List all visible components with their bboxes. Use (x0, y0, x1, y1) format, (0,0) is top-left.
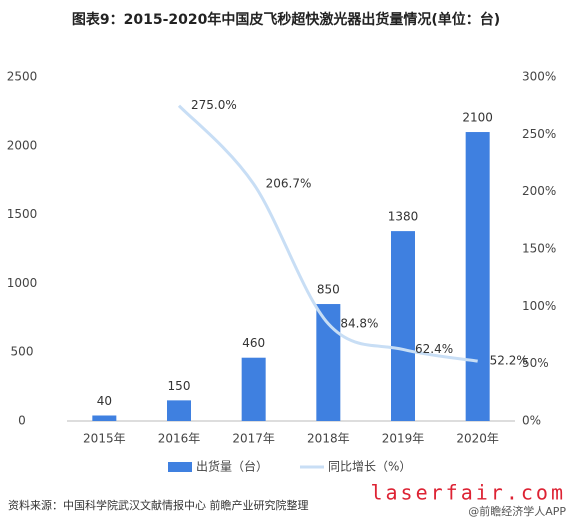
y2-tick-label: 50% (522, 356, 549, 370)
line-label: 52.2% (490, 354, 528, 368)
x-tick-label: 2017年 (232, 432, 275, 446)
growth-line (177, 104, 478, 363)
line-label: 275.0% (191, 98, 237, 112)
bar-label: 40 (97, 394, 112, 408)
y2-tick-label: 200% (522, 184, 556, 198)
x-tick-label: 2015年 (83, 432, 126, 446)
x-tick-label: 2018年 (307, 432, 350, 446)
bar (391, 231, 415, 421)
bar (92, 415, 117, 421)
y-tick-label: 0 (18, 414, 26, 428)
site-mark: laserfair.com (370, 481, 566, 505)
y2-tick-label: 150% (522, 242, 556, 256)
line-label: 62.4% (415, 342, 453, 356)
y2-tick-label: 0% (522, 414, 541, 428)
bar-label: 1380 (388, 210, 419, 224)
y-tick-label: 500 (11, 345, 34, 359)
y2-tick-label: 250% (522, 127, 556, 141)
source: 资料来源：中国科学院武汉文献情报中心 前瞻产业研究院整理 (8, 498, 309, 512)
line-label: 84.8% (340, 316, 378, 330)
bar (167, 400, 191, 421)
y-tick-label: 2500 (7, 70, 38, 84)
y-tick-label: 2000 (7, 138, 38, 152)
x-tick-label: 2019年 (382, 432, 425, 446)
legend-label: 出货量（台） (196, 459, 268, 474)
y2-tick-label: 300% (522, 70, 556, 84)
legend-label: 同比增长（%） (328, 460, 411, 474)
bar (241, 357, 266, 421)
bar-label: 460 (242, 336, 265, 350)
y-tick-label: 1500 (7, 207, 38, 221)
x-tick-label: 2020年 (456, 432, 499, 446)
x-tick-label: 2016年 (158, 432, 201, 446)
bar-label: 2100 (462, 111, 493, 125)
y2-tick-label: 100% (522, 299, 556, 313)
bar-label: 850 (317, 283, 340, 297)
legend-swatch (168, 462, 192, 472)
bar (465, 132, 490, 422)
chart-title: 图表9：2015-2020年中国皮飞秒超快激光器出货量情况(单位：台) (72, 11, 500, 28)
y-tick-label: 1000 (7, 276, 38, 290)
line-label: 206.7% (266, 176, 312, 190)
watermark: @前瞻经济学人APP (468, 504, 566, 518)
bar-label: 150 (168, 379, 191, 393)
